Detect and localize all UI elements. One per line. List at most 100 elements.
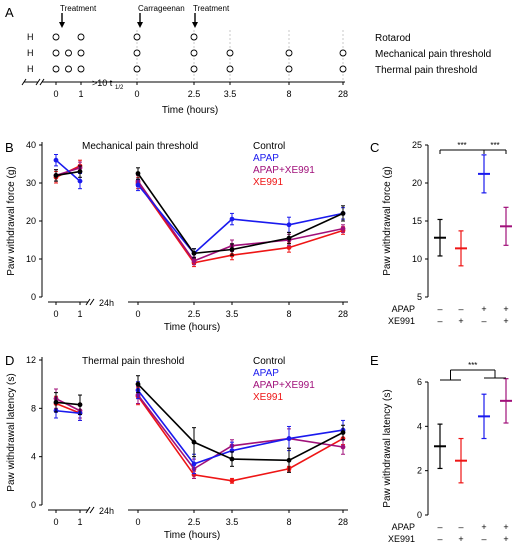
- gap-label-subscript: 1/2: [115, 85, 124, 91]
- series-line-control: [137, 173, 344, 255]
- x-tick-label: 0: [134, 89, 139, 99]
- legend-entry-apap-xe991: APAP+XE991: [253, 380, 315, 391]
- measurement-marker: [65, 65, 72, 73]
- panel-letter-b: B: [5, 140, 14, 155]
- y-tick-label: 10: [26, 254, 36, 264]
- condition-sign: –: [481, 316, 486, 326]
- y-tick-label: 0: [417, 510, 422, 520]
- measurement-marker: [190, 33, 198, 41]
- data-point-apap-xe991: [191, 258, 197, 264]
- data-point-control: [53, 173, 59, 178]
- data-point-apap-xe991: [340, 444, 346, 450]
- data-point-apap: [286, 222, 292, 228]
- arrow-label: Treatment: [193, 4, 230, 13]
- legend-entry-xe991: XE991: [253, 392, 283, 403]
- data-point-apap: [77, 178, 83, 184]
- x-tick-label: 3.5: [226, 517, 239, 527]
- x-tick-label: 3.5: [224, 89, 237, 99]
- legend-entry-control: Control: [253, 141, 285, 152]
- condition-sign: +: [458, 316, 463, 326]
- x-tick-label: 0: [53, 517, 58, 527]
- arrow-label: Carrageenan: [138, 4, 185, 13]
- x-tick-label: 2.5: [188, 309, 201, 319]
- legend-entry-apap: APAP: [253, 153, 279, 164]
- row-prefix: H: [27, 48, 34, 58]
- x-tick-label: 1: [77, 309, 82, 319]
- x-tick-label: 28: [338, 517, 348, 527]
- y-axis-title: Paw withdrawal force (g): [6, 166, 17, 275]
- condition-sign: –: [437, 316, 442, 326]
- data-point-control: [53, 399, 59, 405]
- row-label: Rotarod: [375, 33, 411, 44]
- significance-label: ***: [468, 361, 477, 370]
- y-tick-label: 4: [31, 452, 36, 462]
- series-line-control: [55, 401, 81, 406]
- measurement-marker: [77, 65, 85, 73]
- y-tick-label: 6: [417, 377, 422, 387]
- condition-sign: +: [503, 522, 508, 532]
- measurement-marker: [133, 65, 141, 73]
- panel-c-chart: 5 10 15 20 25 Paw withdrawal force (g) APAP – – +…: [382, 140, 512, 326]
- series-line-xe991: [137, 395, 344, 482]
- row-label-xe991: XE991: [388, 534, 415, 544]
- measurement-marker: [77, 33, 85, 41]
- measurement-marker: [190, 65, 198, 73]
- y-axis-title: Paw withdrawal latency (s): [382, 389, 393, 507]
- x-tick-label: 28: [338, 89, 348, 99]
- x-tick-label: 1: [77, 517, 82, 527]
- row-prefix: H: [27, 32, 34, 42]
- condition-sign: +: [458, 534, 463, 544]
- arrow-label: Treatment: [60, 4, 97, 13]
- gap-label: 24h: [99, 506, 114, 516]
- panel-letter-c: C: [370, 140, 379, 155]
- measurement-marker: [190, 49, 198, 57]
- y-axis-title: Paw withdrawal force (g): [382, 166, 393, 275]
- measurement-marker: [339, 65, 347, 73]
- axis-break: [89, 298, 95, 306]
- x-tick-label: 0: [53, 89, 58, 99]
- measurement-marker: [133, 49, 141, 57]
- condition-sign: +: [503, 534, 508, 544]
- y-tick-label: 25: [412, 140, 422, 150]
- measurement-marker: [77, 49, 85, 57]
- panel-a-timeline: Treatment Carrageenan Treatment H Rotarod H Me…: [21, 4, 491, 116]
- x-tick-label: 0: [135, 309, 140, 319]
- data-point-control: [77, 402, 83, 408]
- series-line-apap: [55, 159, 81, 182]
- legend-entry-control: Control: [253, 356, 285, 367]
- data-point-apap-xe991: [340, 226, 346, 232]
- panel-letter-a: A: [5, 5, 14, 20]
- data-point-control: [286, 457, 292, 463]
- axis-break: [35, 78, 41, 86]
- y-tick-label: 20: [412, 178, 422, 188]
- y-tick-label: 10: [412, 254, 422, 264]
- arrow-head: [137, 22, 143, 28]
- series-line-xe991: [55, 402, 81, 414]
- data-point-xe991: [286, 245, 292, 251]
- data-point-control: [229, 247, 235, 252]
- axis-break: [89, 506, 95, 514]
- measurement-marker: [52, 33, 60, 41]
- data-point-apap: [286, 436, 292, 441]
- y-tick-label: 30: [26, 178, 36, 188]
- significance-label: ***: [490, 141, 499, 150]
- y-tick-label: 4: [417, 421, 422, 431]
- row-label-apap: APAP: [392, 304, 415, 314]
- axis-break: [21, 78, 27, 86]
- data-point-control: [77, 169, 83, 175]
- y-tick-label: 15: [412, 216, 422, 226]
- axis-break: [85, 506, 91, 514]
- x-tick-label: 2.5: [188, 517, 201, 527]
- panel-e-chart: 0 2 4 6 Paw withdrawal latency (s) APAP – – + + XE…: [382, 361, 512, 544]
- y-tick-label: 2: [417, 466, 422, 476]
- x-tick-label: 2.5: [188, 89, 201, 99]
- series-line-apap-xe991: [55, 397, 81, 412]
- y-tick-label: 5: [417, 292, 422, 302]
- data-point-control: [286, 235, 292, 241]
- series-line-apap: [137, 389, 344, 465]
- data-point-apap: [135, 182, 141, 188]
- row-label: Mechanical pain threshold: [375, 49, 491, 60]
- data-point-control: [191, 250, 197, 256]
- measurement-marker: [52, 49, 60, 57]
